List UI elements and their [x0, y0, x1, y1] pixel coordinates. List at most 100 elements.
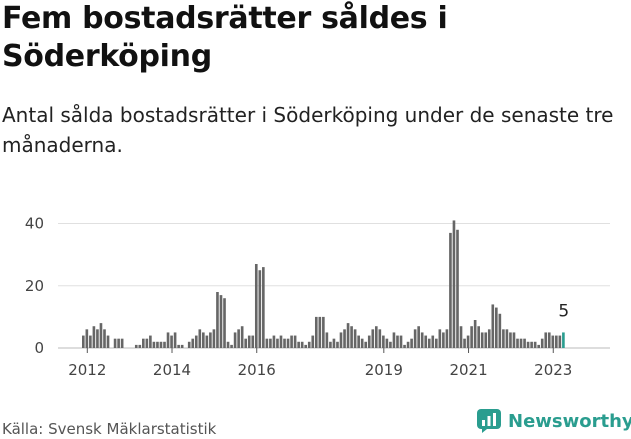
bar — [417, 326, 420, 348]
bar — [276, 338, 279, 348]
bar — [385, 338, 389, 348]
bar — [484, 332, 488, 348]
bar — [427, 338, 431, 348]
bar — [198, 329, 202, 348]
bar — [205, 335, 209, 348]
bar — [311, 335, 315, 348]
brand-name: Newsworthy — [508, 410, 631, 432]
latest-value-label: 5 — [558, 301, 569, 321]
bar — [431, 335, 435, 348]
bar — [350, 326, 353, 348]
chart-subtitle: Antal sålda bostadsrätter i Söderköping … — [2, 103, 614, 157]
bar — [364, 341, 368, 348]
bar — [533, 341, 537, 348]
bar — [304, 344, 308, 348]
bar — [258, 270, 262, 348]
x-tick-label: 2023 — [534, 361, 572, 379]
bar — [191, 338, 195, 348]
x-tick-label: 2019 — [365, 361, 403, 379]
bar — [230, 344, 233, 348]
bar — [403, 344, 406, 348]
bar — [526, 341, 530, 348]
bar — [89, 335, 92, 348]
bar — [343, 329, 346, 348]
bar — [262, 267, 265, 348]
bar — [251, 335, 255, 348]
bar — [336, 341, 339, 348]
bar — [219, 295, 223, 348]
chart-title: Fem bostadsrätter såldes i Söderköping — [2, 1, 448, 74]
bar — [290, 335, 293, 348]
bar — [233, 332, 237, 348]
bar — [187, 341, 191, 348]
bar — [498, 313, 502, 348]
bar — [452, 220, 456, 348]
y-tick-label: 20 — [25, 277, 44, 295]
bar — [346, 323, 350, 348]
bar — [332, 338, 336, 348]
bar — [159, 341, 163, 348]
bar — [353, 329, 357, 348]
bar — [339, 332, 343, 348]
bar — [329, 341, 332, 348]
bar — [459, 326, 463, 348]
bar — [163, 341, 166, 348]
bar — [92, 326, 96, 348]
bar — [314, 316, 318, 348]
bar — [247, 335, 251, 348]
bar — [254, 264, 258, 348]
bar — [555, 335, 558, 348]
y-tick-label: 40 — [25, 215, 44, 233]
bar — [438, 329, 442, 348]
bar — [491, 304, 495, 348]
bar — [378, 329, 382, 348]
bar — [473, 320, 477, 348]
bar — [544, 332, 548, 348]
bar — [442, 332, 445, 348]
bar — [212, 329, 216, 348]
bar — [463, 338, 466, 348]
bar — [449, 232, 452, 348]
newsworthy-logo-icon — [477, 409, 501, 433]
bar — [106, 335, 110, 348]
bar — [269, 338, 272, 348]
bar — [519, 338, 523, 348]
bar — [237, 329, 240, 348]
bar — [516, 338, 519, 348]
bar — [435, 338, 438, 348]
bar — [240, 326, 244, 348]
x-tick-label: 2012 — [68, 361, 106, 379]
bar — [477, 326, 480, 348]
bar — [152, 341, 156, 348]
bar — [223, 298, 226, 348]
bar — [367, 335, 371, 348]
x-tick-label: 2021 — [449, 361, 487, 379]
bar — [505, 329, 509, 348]
bar — [138, 344, 142, 348]
bar — [173, 332, 177, 348]
bar — [265, 338, 269, 348]
bar — [424, 335, 428, 348]
bar — [396, 335, 399, 348]
bar — [540, 338, 544, 348]
bar — [85, 329, 89, 348]
bar — [551, 335, 555, 348]
bar — [322, 316, 325, 348]
bar — [149, 335, 152, 348]
bar — [470, 326, 473, 348]
bar — [117, 338, 120, 348]
bar — [502, 329, 505, 348]
source-note: Källa: Svensk Mäklarstatistik — [2, 420, 217, 438]
bar — [177, 344, 180, 348]
bar — [537, 344, 540, 348]
bar — [318, 316, 322, 348]
bar — [487, 329, 491, 348]
bar — [226, 341, 230, 348]
bar — [509, 332, 512, 348]
bar — [360, 338, 364, 348]
x-tick-label: 2016 — [238, 361, 276, 379]
bar — [244, 338, 248, 348]
bar — [156, 341, 159, 348]
bar — [523, 338, 526, 348]
bar — [480, 332, 484, 348]
